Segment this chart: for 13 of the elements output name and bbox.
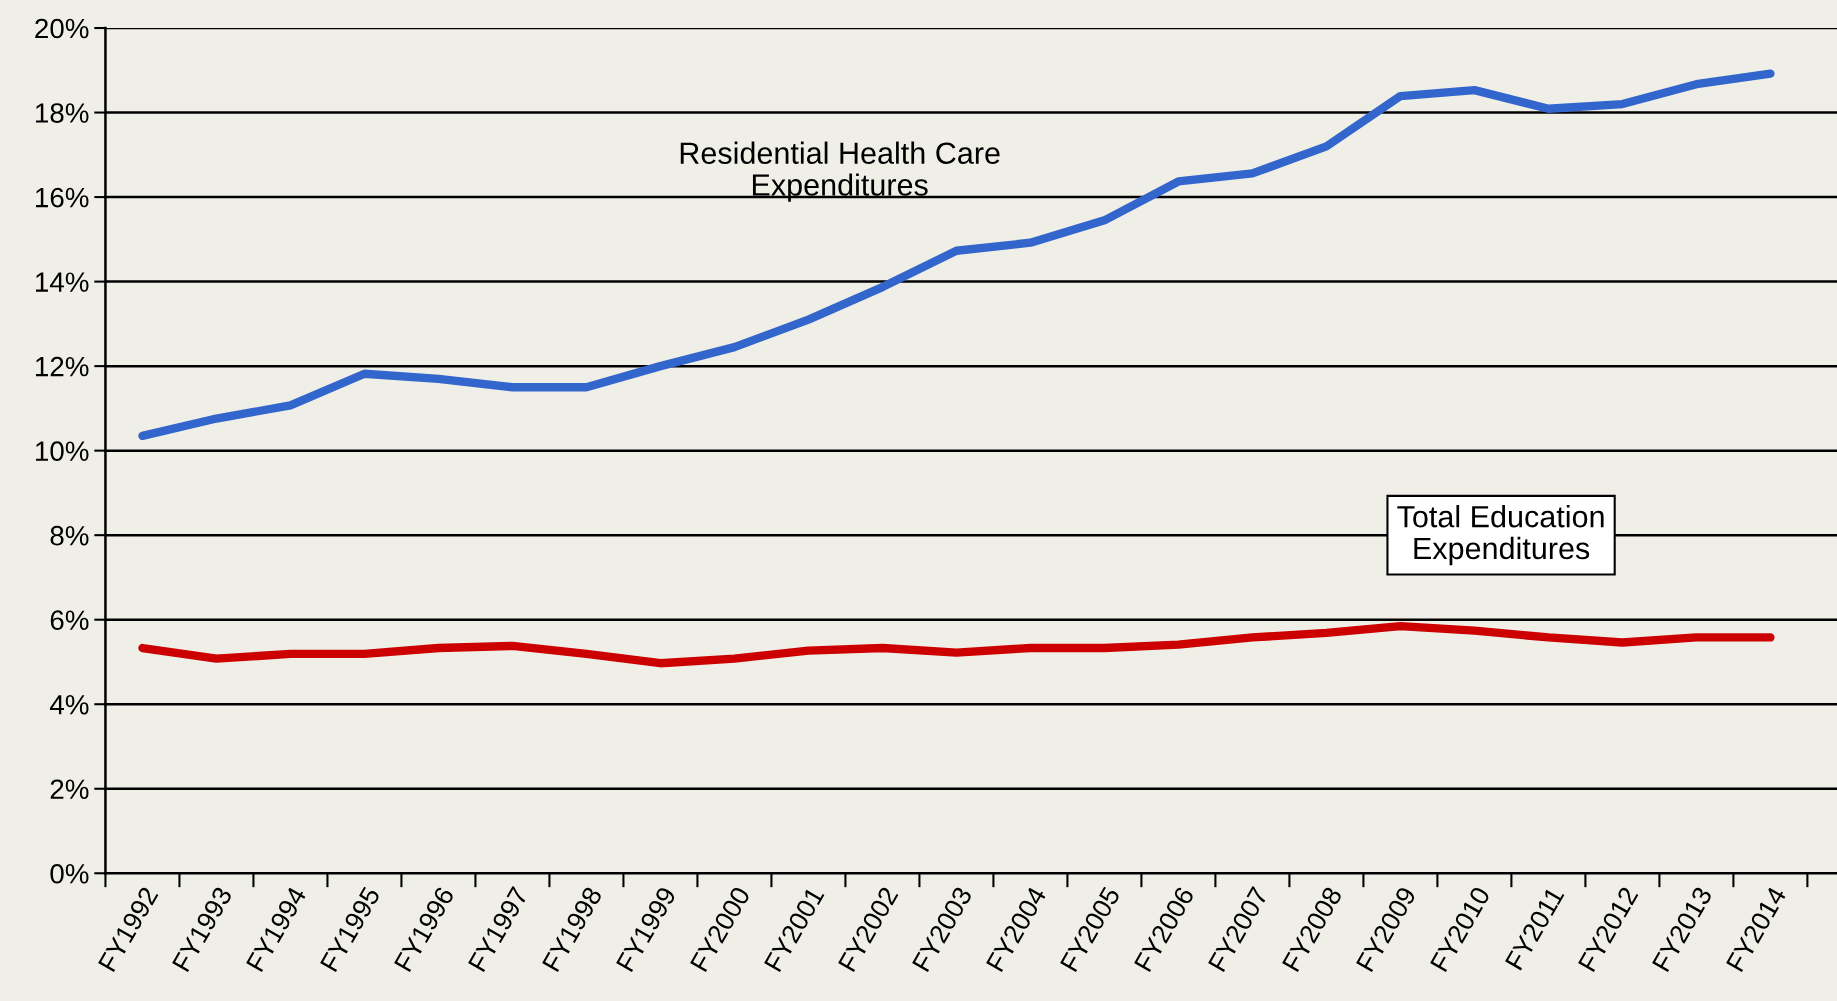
y-tick-label: 4% <box>49 695 89 715</box>
y-tick-label: 10% <box>36 441 89 461</box>
y-tick-label: 8% <box>50 525 89 546</box>
y-tick-label: 2% <box>50 779 89 799</box>
y-tick-label: 20% <box>35 18 89 39</box>
y-tick-label: 0% <box>50 863 89 884</box>
series-label: Residential Health Care Expenditures <box>680 141 1000 202</box>
y-tick-label: 6% <box>50 610 89 631</box>
y-tick-label: 18% <box>36 103 89 123</box>
y-tick-label: 12% <box>36 356 89 377</box>
y-tick-label: 14% <box>36 272 89 292</box>
y-tick-label: 16% <box>36 187 89 208</box>
series-label: Total Education Expenditures <box>1397 505 1604 566</box>
